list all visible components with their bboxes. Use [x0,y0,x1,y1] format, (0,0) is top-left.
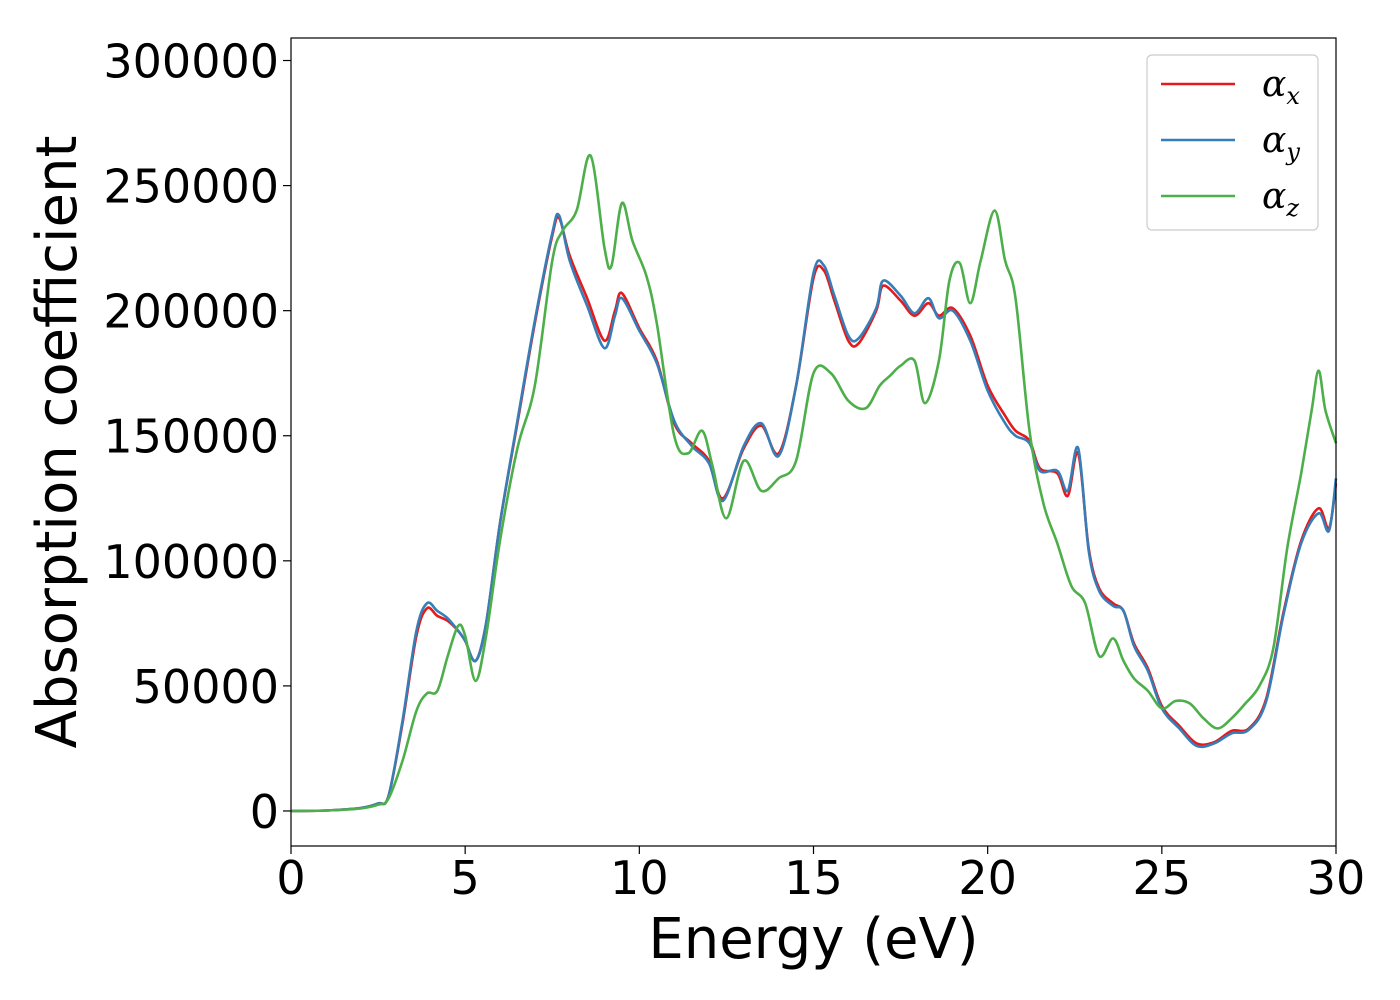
legend-box [1146,54,1319,231]
x-tick-label: 25 [1133,851,1192,905]
x-axis-title: Energy (eV) [648,907,978,972]
y-tick-label: 0 [250,785,279,839]
y-tick-label: 300000 [103,35,279,89]
legend-subscript: z [1285,194,1299,222]
x-tick-label: 15 [784,851,843,905]
x-tick-label: 5 [451,851,480,905]
legend-subscript: y [1285,138,1300,166]
x-tick-label: 30 [1307,851,1366,905]
series-line-alpha-y [290,212,1338,813]
y-tick-label: 250000 [103,160,279,214]
series-layer [290,154,1338,813]
y-tick-label: 100000 [103,535,279,589]
ticks-layer: 0 5 10 15 20 25 30 0 50000 100000 150000 200000 2500… [103,35,1365,905]
y-tick-label: 200000 [103,285,279,339]
y-tick-label: 150000 [103,410,279,464]
y-tick-label: 50000 [133,660,279,714]
series-line-alpha-x [290,215,1338,813]
legend-subscript: x [1286,82,1300,110]
series-line-alpha-z [290,154,1338,813]
y-axis-title: Absorption coefficient [25,136,90,749]
x-tick-label: 20 [958,851,1017,905]
x-tick-label: 10 [610,851,669,905]
x-tick-label: 0 [276,851,305,905]
